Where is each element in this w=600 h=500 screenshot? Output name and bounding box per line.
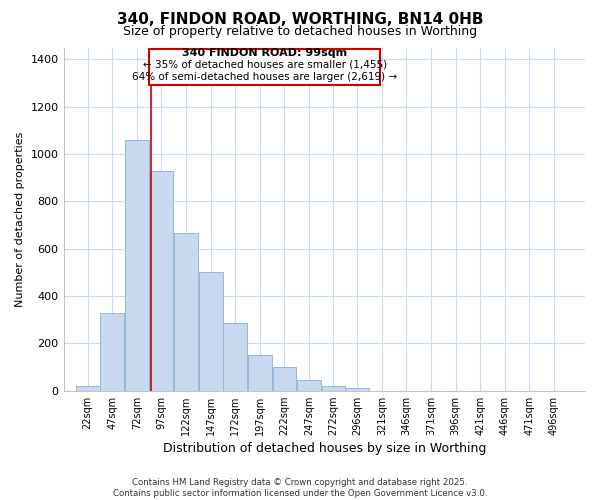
Bar xyxy=(149,170,173,390)
Bar xyxy=(223,323,247,390)
Text: 64% of semi-detached houses are larger (2,619) →: 64% of semi-detached houses are larger (… xyxy=(132,72,397,82)
Text: 340 FINDON ROAD: 99sqm: 340 FINDON ROAD: 99sqm xyxy=(182,48,347,58)
Bar xyxy=(297,380,321,390)
FancyBboxPatch shape xyxy=(149,50,380,86)
Bar xyxy=(100,312,124,390)
Bar xyxy=(125,140,149,390)
Text: 340, FINDON ROAD, WORTHING, BN14 0HB: 340, FINDON ROAD, WORTHING, BN14 0HB xyxy=(117,12,483,28)
Bar xyxy=(272,367,296,390)
Bar xyxy=(199,272,223,390)
X-axis label: Distribution of detached houses by size in Worthing: Distribution of detached houses by size … xyxy=(163,442,486,455)
Bar xyxy=(346,388,369,390)
Text: ← 35% of detached houses are smaller (1,455): ← 35% of detached houses are smaller (1,… xyxy=(143,60,387,70)
Bar xyxy=(248,355,272,390)
Y-axis label: Number of detached properties: Number of detached properties xyxy=(15,132,25,307)
Bar xyxy=(76,386,100,390)
Text: Contains HM Land Registry data © Crown copyright and database right 2025.
Contai: Contains HM Land Registry data © Crown c… xyxy=(113,478,487,498)
Text: Size of property relative to detached houses in Worthing: Size of property relative to detached ho… xyxy=(123,25,477,38)
Bar xyxy=(174,234,198,390)
Bar xyxy=(322,386,344,390)
